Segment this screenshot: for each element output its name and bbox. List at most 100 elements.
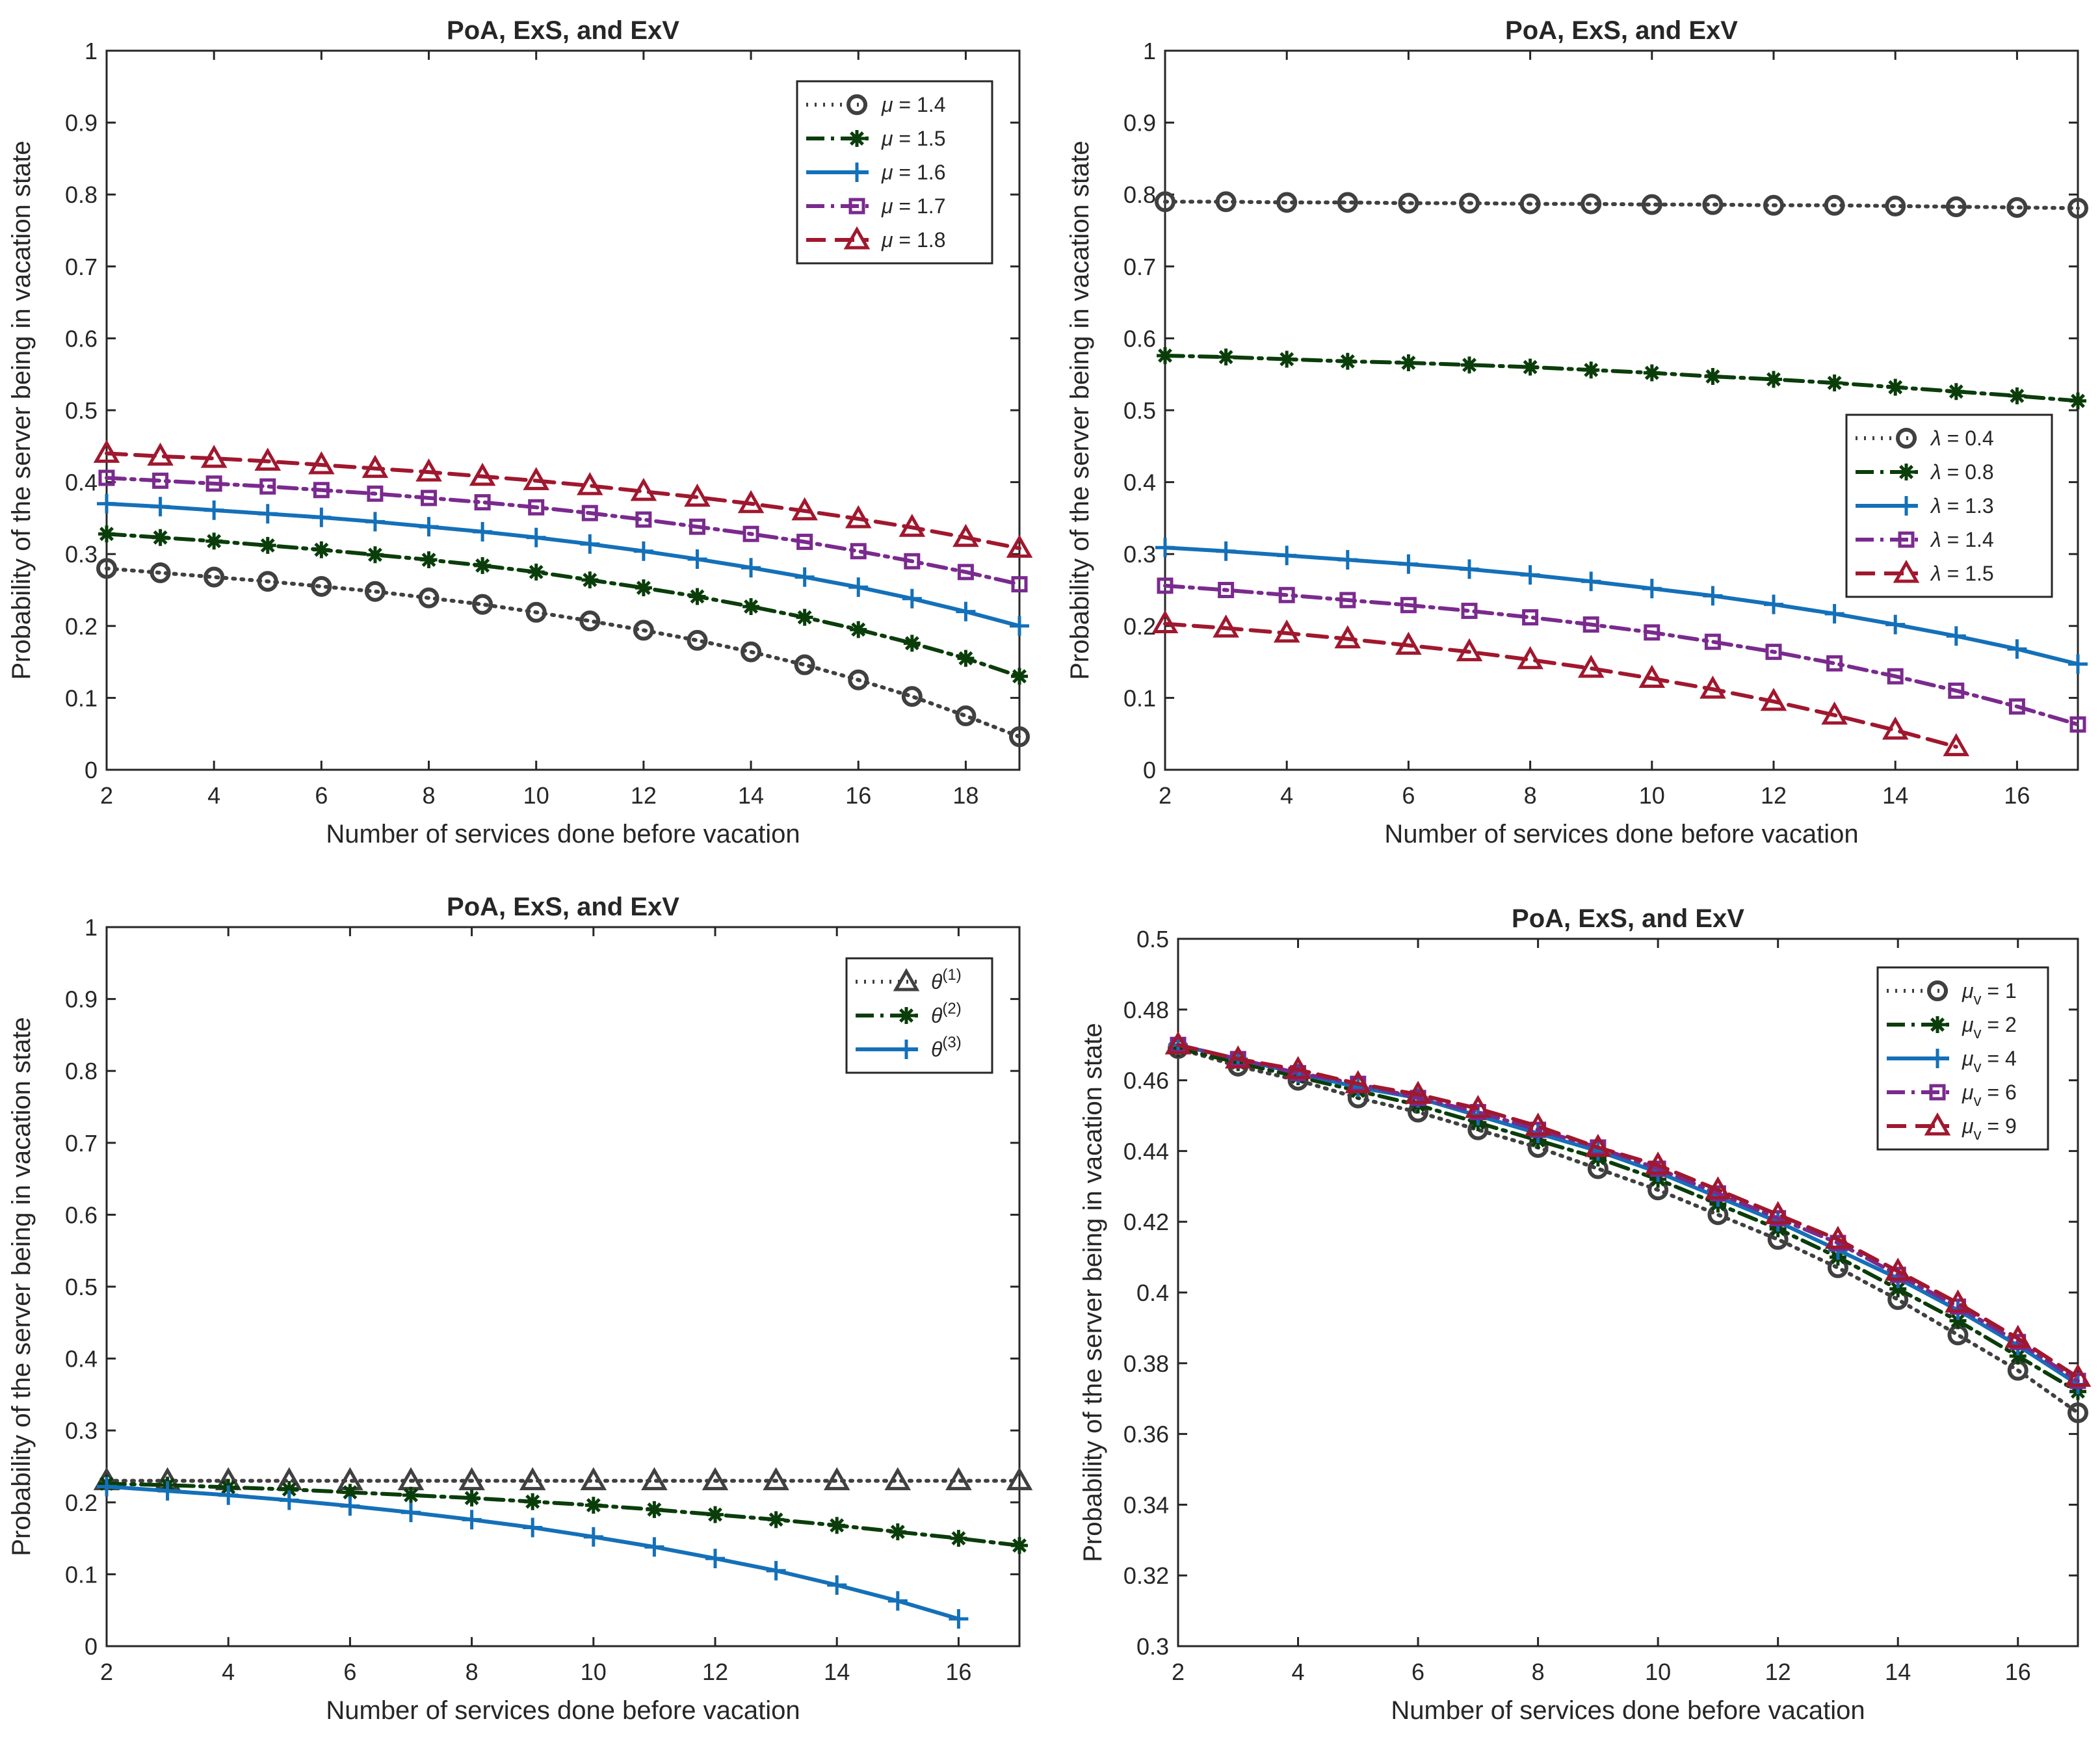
data-point [279, 1490, 299, 1510]
data-point [1704, 368, 1722, 386]
data-point [200, 445, 228, 468]
data-point [1948, 682, 1965, 699]
data-point [702, 1467, 729, 1491]
series-5 [1151, 610, 1970, 757]
data-point [1764, 594, 1783, 614]
data-point [2064, 1363, 2092, 1387]
chart-title: PoA, ExS, and ExV [447, 893, 679, 921]
legend-label: θ(1) [931, 966, 962, 993]
legend-marker [1929, 1016, 1946, 1033]
data-point [311, 507, 332, 527]
x-tick-label: 4 [1280, 782, 1293, 809]
y-tick-label: 1 [1143, 38, 1156, 64]
data-point [367, 485, 384, 502]
data-point [579, 610, 601, 632]
data-point [361, 454, 389, 479]
data-point [742, 597, 760, 615]
legend: λ = 0.4 λ = 0.8 λ = 1.3 λ = 1.4 λ = 1.5 [1845, 413, 2053, 598]
data-point [1945, 1289, 1971, 1313]
x-tick-label: 8 [423, 782, 436, 809]
data-point [635, 511, 652, 528]
data-point [257, 571, 278, 592]
data-point [2006, 197, 2028, 218]
data-point [257, 504, 278, 524]
data-point [1519, 193, 1541, 215]
data-point [151, 529, 169, 546]
data-point [705, 1549, 725, 1569]
series-line [1163, 353, 2080, 403]
data-point [884, 1467, 912, 1491]
plot-area [1164, 49, 2079, 771]
data-point [1521, 358, 1539, 376]
y-tick-label: 0.1 [65, 1561, 98, 1588]
data-point [583, 1527, 603, 1547]
data-point [1006, 534, 1033, 558]
y-tick-label: 0.3 [65, 1417, 98, 1444]
y-axis-label: Probability of the server being in vacat… [7, 1017, 36, 1556]
x-tick-label: 10 [523, 782, 549, 809]
data-point [952, 523, 979, 547]
legend-marker [848, 198, 865, 215]
legend-label: λ = 0.8 [1930, 460, 1994, 484]
y-axis-label: Probability of the server being in vacat… [1079, 1023, 1107, 1562]
data-point [904, 553, 921, 570]
data-point [1887, 378, 1904, 396]
y-tick-label: 0.8 [65, 181, 98, 208]
x-tick-label: 16 [2005, 1659, 2031, 1685]
data-point [1345, 1070, 1372, 1094]
data-point [218, 1485, 239, 1505]
chart-panel-2: 2 4 6 8 10 12 14 16 0 0.1 0.2 0.3 0.4 0.5 0.6 0.7 0.8 0.9… [1066, 16, 2088, 848]
data-point [364, 581, 386, 602]
data-point [796, 533, 813, 550]
data-point [205, 475, 222, 492]
data-point [420, 551, 438, 569]
data-point [1339, 352, 1356, 370]
data-point [580, 534, 600, 554]
y-tick-label: 0.6 [65, 325, 98, 352]
legend-label: θ(2) [931, 1000, 962, 1027]
data-point [1824, 603, 1844, 623]
legend-label: μv = 6 [1962, 1081, 2017, 1110]
legend-marker [847, 94, 867, 115]
legend-label: μ = 1.6 [881, 161, 945, 184]
data-point [945, 1467, 972, 1491]
data-point [794, 654, 815, 676]
x-tick-label: 16 [2004, 782, 2030, 809]
data-point [794, 567, 815, 587]
data-point [1763, 194, 1784, 216]
data-point [1705, 1176, 1731, 1200]
data-point [526, 527, 546, 547]
data-point [401, 1502, 421, 1523]
series-line [1163, 200, 2080, 211]
data-point [1765, 644, 1782, 661]
data-point [1949, 1312, 1967, 1330]
x-axis-label: Number of services done before vacation [326, 1696, 800, 1725]
data-point [2067, 1402, 2088, 1423]
data-point [1215, 191, 1237, 213]
data-point [308, 451, 335, 475]
data-point [152, 472, 169, 489]
data-point [1339, 592, 1356, 609]
y-tick-label: 0.48 [1123, 997, 1169, 1023]
data-point [1824, 194, 1845, 216]
legend-label: λ = 1.3 [1930, 494, 1994, 518]
x-tick-label: 10 [1639, 782, 1665, 809]
data-point [366, 546, 384, 564]
legend-marker [1927, 980, 1948, 1001]
data-point [1765, 1201, 1791, 1224]
data-point [1011, 576, 1028, 593]
data-point [887, 1591, 908, 1611]
data-point [635, 579, 652, 597]
data-point [402, 1486, 419, 1504]
data-point [1703, 586, 1723, 606]
data-point [580, 1467, 607, 1491]
data-point [850, 543, 867, 560]
data-point [646, 1501, 663, 1518]
chart-panel-4: 2 4 6 8 10 12 14 16 0.3 0.32 0.34 0.36 0.38 0.4 0.42 0.… [1079, 904, 2092, 1725]
data-point [1006, 1467, 1033, 1491]
data-point [2068, 654, 2088, 674]
data-point [97, 493, 116, 514]
data-point [1700, 676, 1726, 699]
data-point [791, 497, 818, 521]
data-point [313, 482, 330, 499]
